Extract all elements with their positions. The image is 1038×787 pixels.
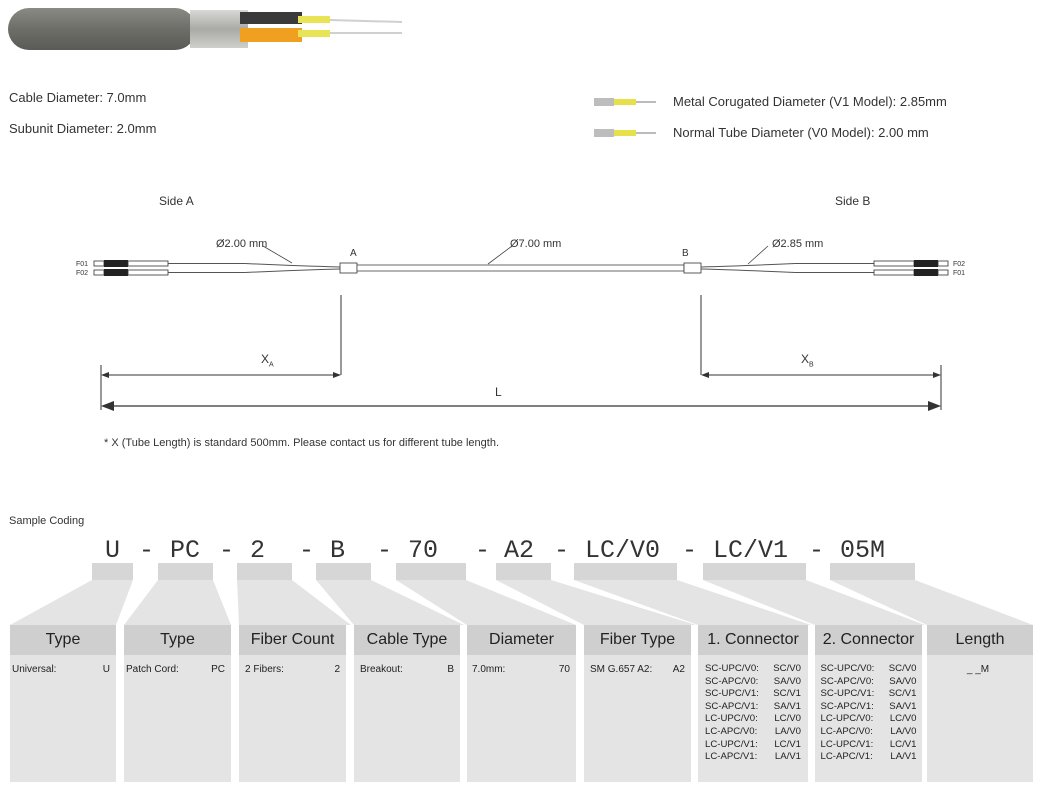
code-seg-b: B bbox=[330, 536, 346, 565]
outer-jacket bbox=[8, 8, 196, 50]
box-header: 1. Connector bbox=[698, 625, 808, 655]
code-box-cable-type: Cable Type Breakout: B bbox=[354, 625, 460, 782]
code-seg-u: U bbox=[105, 536, 121, 565]
code-box-fiber-count: Fiber Count 2 Fibers: 2 bbox=[239, 625, 346, 782]
box-row: 7.0mm: 70 bbox=[472, 664, 570, 675]
breakout-b bbox=[683, 262, 702, 274]
code-box-type-universal: Type Universal: U bbox=[10, 625, 116, 782]
footnote: * X (Tube Length) is standard 500mm. Ple… bbox=[104, 437, 500, 449]
code-dash: - bbox=[219, 536, 235, 565]
main-cable bbox=[356, 264, 685, 272]
orange-subunit bbox=[240, 28, 302, 42]
subunit-diameter-text: Subunit Diameter: 2.0mm bbox=[9, 121, 157, 136]
bare-fiber-1 bbox=[329, 19, 403, 23]
breakout-a bbox=[339, 262, 358, 274]
sample-coding-title: Sample Coding bbox=[9, 515, 85, 527]
code-dash: - bbox=[682, 536, 698, 565]
code-seg-2: 2 bbox=[250, 536, 266, 565]
code-seg-a2: A2 bbox=[504, 536, 535, 565]
code-box-connector-1: 1. Connector SC-UPC/V0: SC/V0 SC-APC/V0: S… bbox=[698, 625, 808, 782]
code-seg-conn2: LC/V1 bbox=[713, 536, 789, 565]
box-header: Diameter bbox=[467, 625, 576, 655]
code-dash: - bbox=[139, 536, 155, 565]
f02-label-b: F02 bbox=[953, 261, 966, 268]
braided-shield bbox=[190, 10, 248, 48]
box-row: Universal: U bbox=[12, 664, 110, 675]
f01-label-b: F01 bbox=[953, 270, 966, 277]
coding-connectors bbox=[10, 563, 1033, 625]
box-row: Breakout: B bbox=[360, 664, 454, 675]
box-header: 2. Connector bbox=[815, 625, 922, 655]
tube-legend-icons bbox=[594, 98, 656, 137]
box-header: Fiber Type bbox=[584, 625, 691, 655]
box-header: Length bbox=[927, 625, 1033, 655]
point-a-label: A bbox=[350, 248, 357, 259]
dia-main-label: Ø7.00 mm bbox=[510, 238, 562, 250]
normal-tube-text: Normal Tube Diameter (V0 Model): 2.00 mm bbox=[673, 125, 929, 140]
code-dash: - bbox=[377, 536, 393, 565]
v1-tube-icon bbox=[594, 98, 614, 106]
f01-label-a: F01 bbox=[76, 261, 89, 268]
f02-label-a: F02 bbox=[76, 270, 89, 277]
code-box-diameter: Diameter 7.0mm: 70 bbox=[467, 625, 576, 782]
side-b-connectors bbox=[700, 260, 949, 276]
code-dash: - bbox=[809, 536, 825, 565]
yellow-fiber-2 bbox=[298, 30, 330, 37]
box-header: Cable Type bbox=[354, 625, 460, 655]
cable-diameter-text: Cable Diameter: 7.0mm bbox=[9, 90, 147, 105]
metal-corrugated-text: Metal Corugated Diameter (V1 Model): 2.8… bbox=[673, 94, 947, 109]
code-dash: - bbox=[475, 536, 491, 565]
point-b-label: B bbox=[682, 248, 689, 259]
box-header: Fiber Count bbox=[239, 625, 346, 655]
box-header: Type bbox=[124, 625, 231, 655]
code-seg-length: 05M bbox=[840, 536, 886, 565]
cable-illustration bbox=[8, 8, 403, 50]
v0-tube-icon bbox=[594, 129, 614, 137]
black-subunit bbox=[240, 12, 302, 24]
box-header: Type bbox=[10, 625, 116, 655]
code-box-fiber-type: Fiber Type SM G.657 A2: A2 bbox=[584, 625, 691, 782]
connector-1-options: SC-UPC/V0: SC/V0 SC-APC/V0: SA/V0 SC-UPC/V… bbox=[705, 663, 801, 763]
side-b-label: Side B bbox=[835, 194, 871, 208]
connector-2-options: SC-UPC/V0: SC/V0 SC-APC/V0: SA/V0 SC-UPC/V… bbox=[820, 663, 917, 763]
box-row: SM G.657 A2: A2 bbox=[590, 664, 685, 675]
length-label: L bbox=[495, 385, 502, 399]
code-dash: - bbox=[554, 536, 570, 565]
code-dash: - bbox=[299, 536, 315, 565]
xa-label: XA bbox=[261, 352, 274, 369]
side-a-connectors bbox=[93, 260, 341, 276]
yellow-fiber-1 bbox=[298, 16, 330, 23]
dia-a-label: Ø2.00 mm bbox=[216, 238, 268, 250]
code-box-length: Length _ _M bbox=[927, 625, 1033, 782]
box-row: Patch Cord: PC bbox=[126, 664, 225, 675]
dia-b-label: Ø2.85 mm bbox=[772, 238, 824, 250]
code-seg-conn1: LC/V0 bbox=[585, 536, 661, 565]
box-row: 2 Fibers: 2 bbox=[245, 664, 340, 675]
code-seg-pc: PC bbox=[170, 536, 201, 565]
code-box-connector-2: 2. Connector SC-UPC/V0: SC/V0 SC-APC/V0: S… bbox=[815, 625, 922, 782]
xb-label: XB bbox=[801, 352, 814, 369]
side-a-label: Side A bbox=[159, 194, 194, 208]
code-box-type-patchcord: Type Patch Cord: PC bbox=[124, 625, 231, 782]
cable-drawing bbox=[93, 245, 949, 411]
code-seg-70: 70 bbox=[408, 536, 439, 565]
box-row: _ _M bbox=[966, 664, 990, 675]
